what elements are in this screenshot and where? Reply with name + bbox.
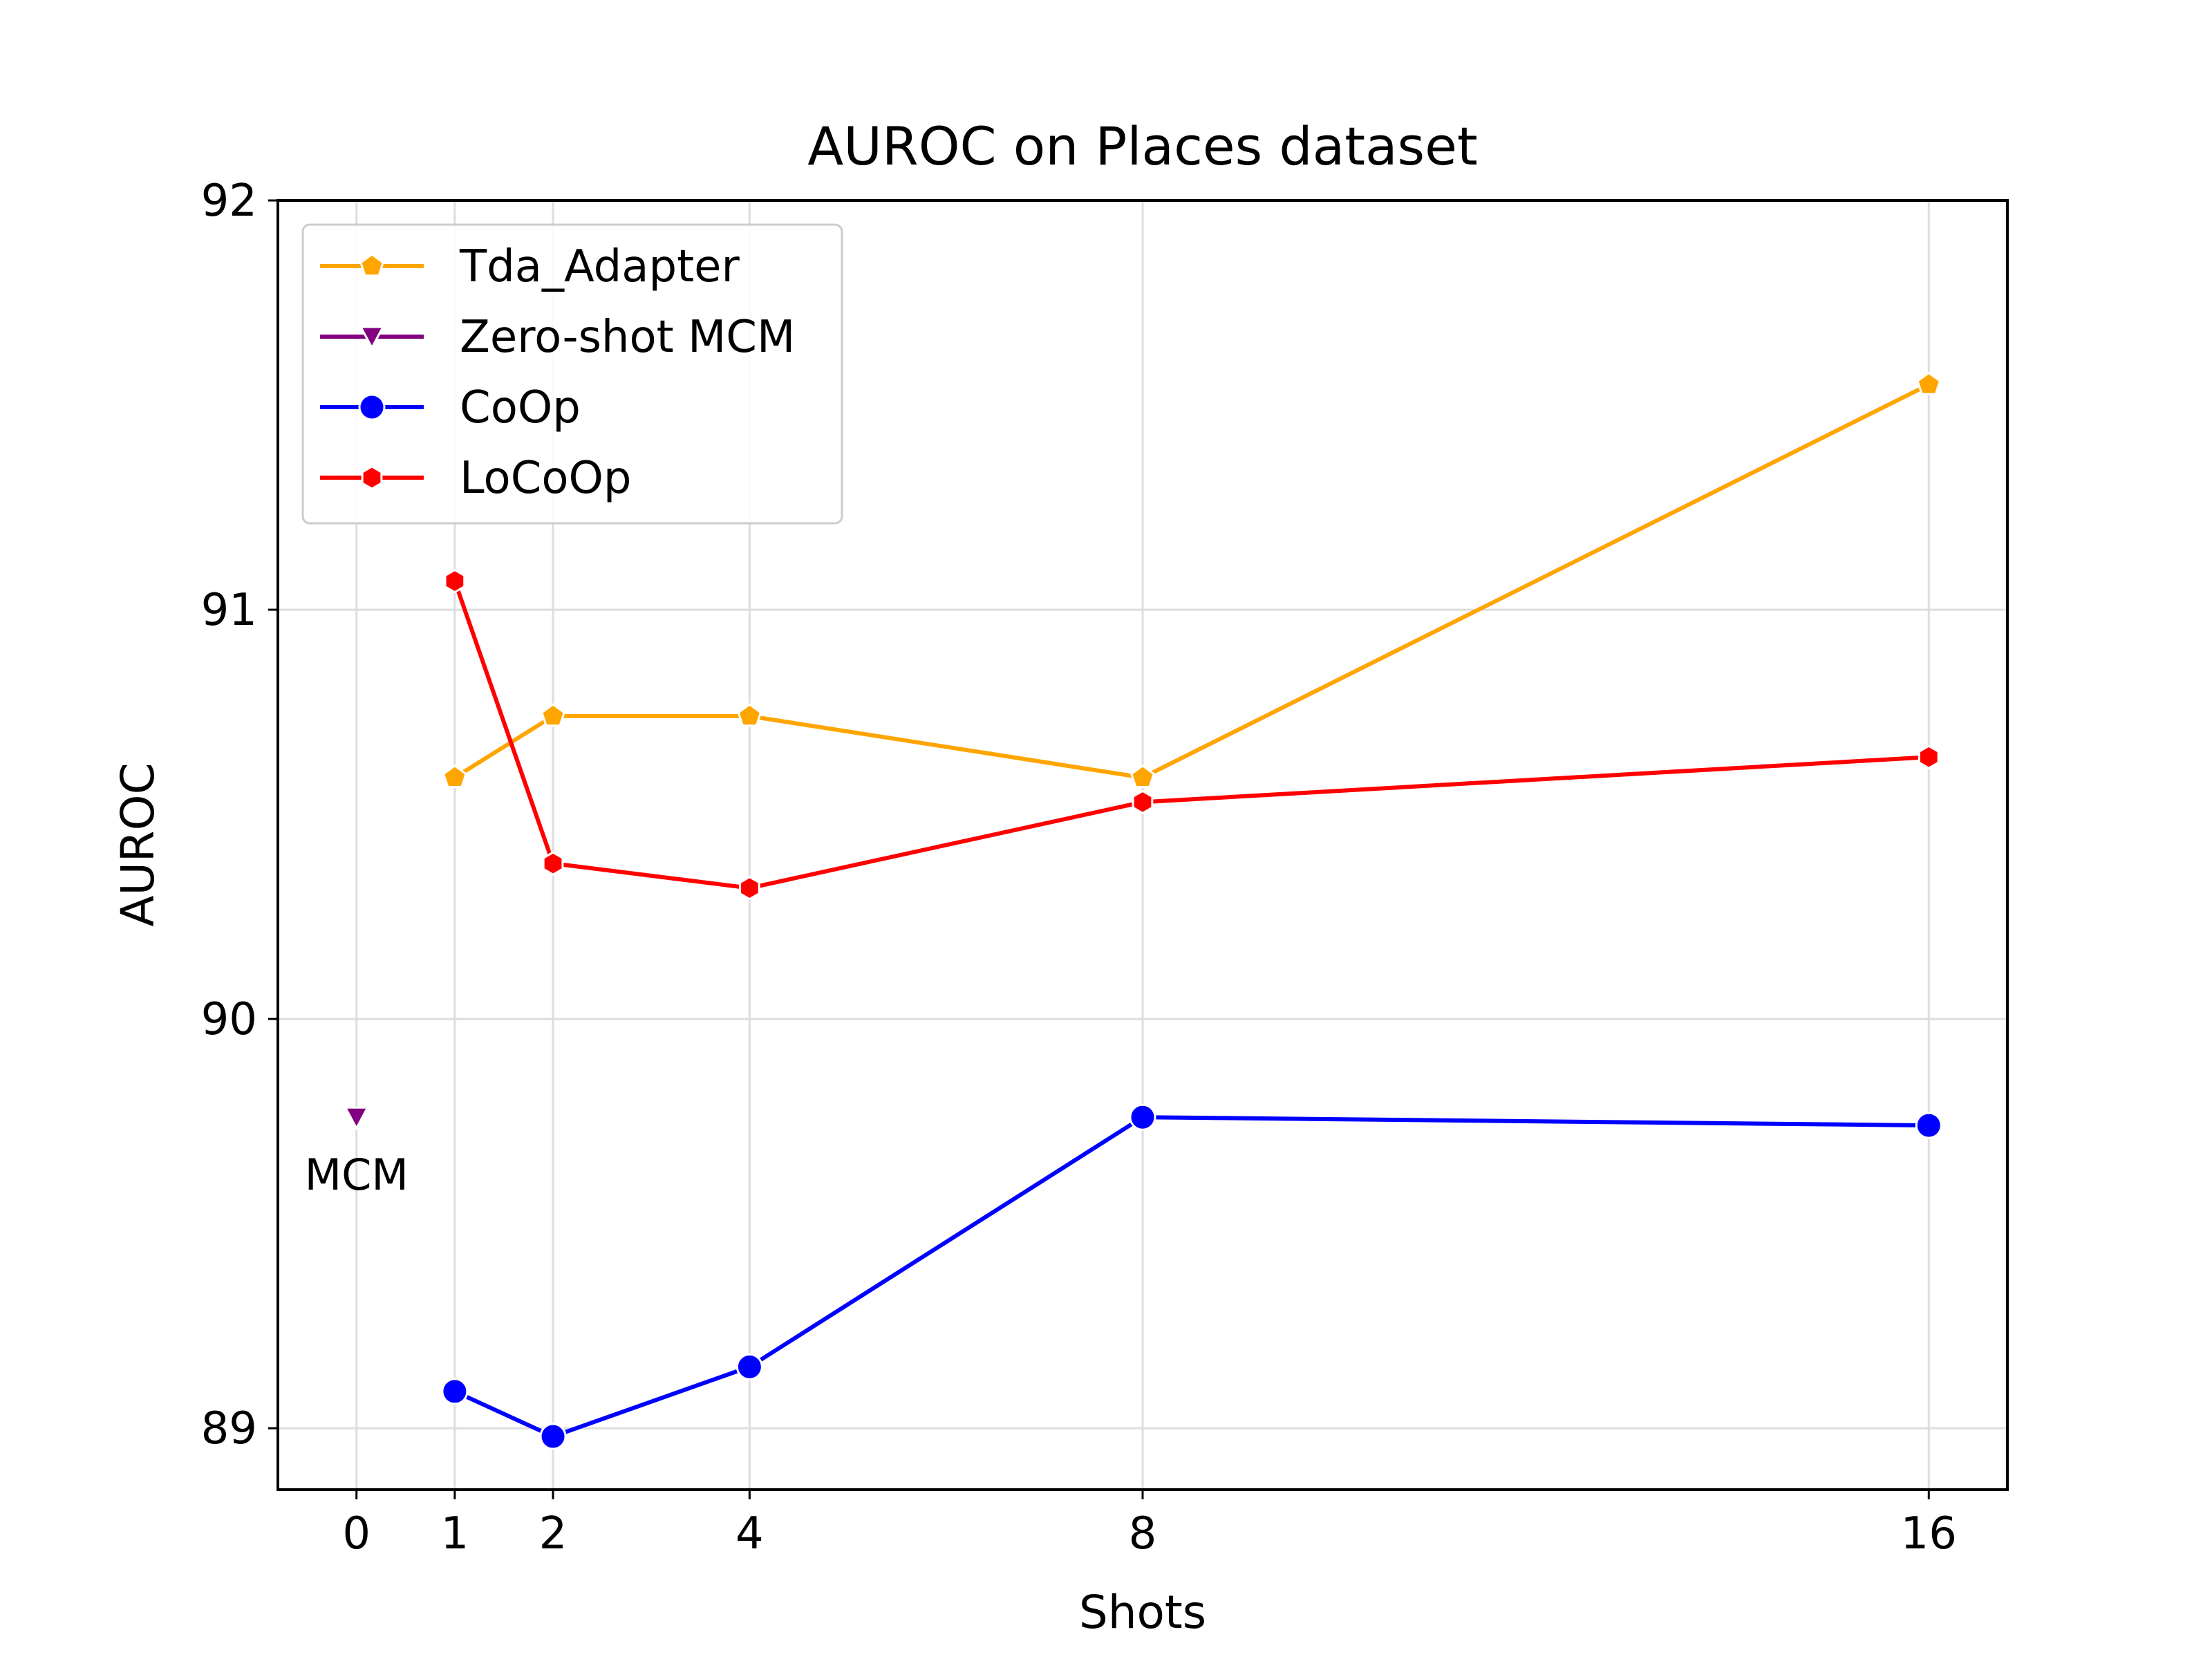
- data-point-coop: [1915, 1112, 1942, 1139]
- series-coop: [441, 1103, 1942, 1450]
- legend: Tda_Adapter Zero-shot MCM CoOp LoCoOp: [301, 223, 843, 525]
- data-point-coop: [441, 1378, 469, 1405]
- legend-entry: Tda_Adapter: [320, 241, 740, 292]
- data-point-tda-adapter: [442, 764, 467, 789]
- y-axis-label: AUROC: [111, 762, 165, 926]
- data-point-locoop: [444, 568, 466, 594]
- legend-box: [301, 223, 843, 525]
- data-point-locoop: [1918, 744, 1940, 769]
- plot-series: [344, 371, 1942, 1450]
- series-locoop: [444, 568, 1940, 901]
- data-point-locoop: [1132, 789, 1154, 815]
- legend-entry: Zero-shot MCM: [320, 312, 795, 363]
- chart-title: AUROC on Places dataset: [807, 115, 1477, 177]
- annotations: MCM: [305, 1150, 409, 1200]
- x-tick-label: 0: [342, 1508, 371, 1559]
- legend-swatch-marker: [359, 253, 384, 277]
- legend-label: Tda_Adapter: [459, 241, 740, 292]
- legend-entry: CoOp: [320, 382, 581, 433]
- legend-label: Zero-shot MCM: [460, 312, 795, 363]
- data-point-locoop: [542, 851, 564, 876]
- data-point-locoop: [739, 875, 760, 901]
- y-tick-label: 90: [201, 994, 257, 1045]
- x-tick-label: 8: [1129, 1508, 1157, 1559]
- x-tick-label: 1: [441, 1508, 469, 1559]
- annotation-label: MCM: [305, 1150, 409, 1200]
- x-tick-label: 2: [539, 1508, 568, 1559]
- axes: 0 1 2 4 8 16 89 90 91 92: [201, 176, 1957, 1559]
- data-point-tda-adapter: [737, 703, 762, 727]
- legend-swatch-marker: [358, 393, 386, 421]
- data-point-coop: [1129, 1103, 1156, 1131]
- x-tick-label: 4: [735, 1508, 764, 1559]
- data-point-tda-adapter: [541, 703, 565, 727]
- data-point-tda-adapter: [1130, 764, 1155, 789]
- legend-entry: LoCoOp: [320, 453, 632, 504]
- legend-swatch-marker: [361, 465, 383, 490]
- legend-label: LoCoOp: [460, 453, 632, 504]
- x-axis-label: Shots: [1079, 1586, 1206, 1639]
- series-zero-shot-mcm: [344, 1106, 370, 1131]
- data-point-coop: [539, 1423, 567, 1450]
- y-tick-label: 91: [201, 585, 257, 636]
- series-tda-adapter: [442, 371, 1942, 789]
- legend-swatch-marker: [359, 326, 385, 350]
- x-tick-label: 16: [1901, 1508, 1957, 1559]
- data-point-coop: [735, 1353, 763, 1380]
- y-tick-label: 92: [201, 176, 257, 227]
- data-point-tda-adapter: [1916, 371, 1942, 395]
- data-point-zero-shot-mcm: [344, 1106, 370, 1131]
- y-tick-label: 89: [201, 1403, 257, 1454]
- legend-label: CoOp: [460, 382, 581, 433]
